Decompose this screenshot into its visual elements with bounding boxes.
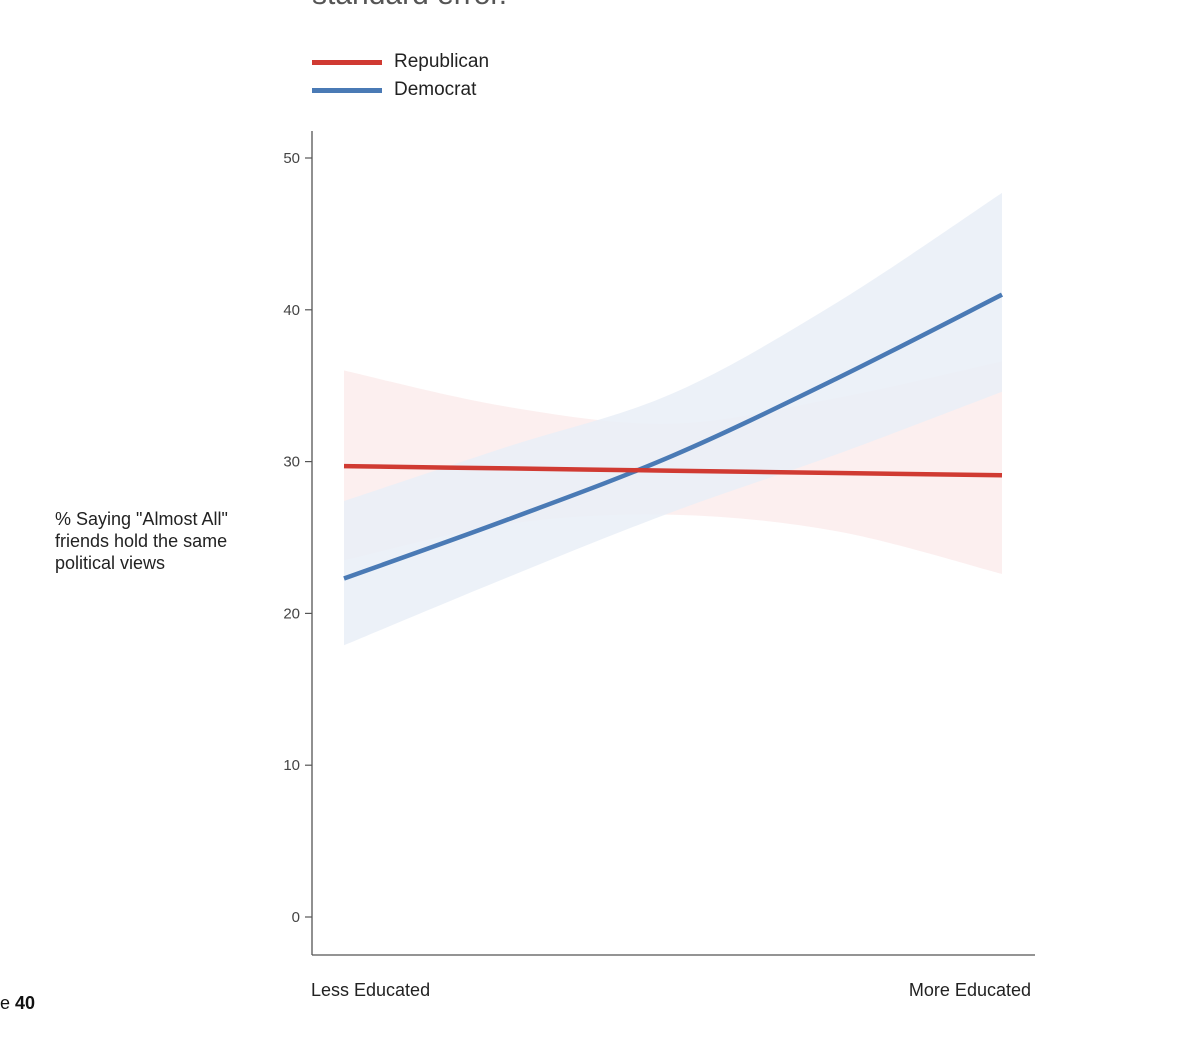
- legend-label-republican: Republican: [394, 51, 490, 72]
- confidence-band-democrat: [344, 192, 1002, 646]
- y-tick-label-50: 50: [283, 150, 300, 167]
- legend-swatch-republican: [312, 60, 382, 65]
- page-number-prefix: e: [0, 993, 11, 1013]
- series-line-republican: [343, 463, 1003, 478]
- x-category-more-educated: More Educated: [908, 980, 1031, 1000]
- legend-swatch-democrat: [312, 88, 382, 93]
- page-number: e 40: [0, 993, 35, 1014]
- cut-off-caption-text: standard error.: [312, 0, 507, 12]
- y-tick-label-10: 10: [283, 757, 300, 774]
- x-category-less-educated: Less Educated: [311, 980, 431, 1000]
- y-tick-label-20: 20: [283, 605, 300, 622]
- y-tick-label-40: 40: [283, 302, 300, 319]
- y-axis-label: % Saying "Almost All" friends hold the s…: [55, 509, 228, 573]
- y-tick-label-0: 0: [292, 909, 300, 926]
- y-tick-label-30: 30: [283, 454, 300, 471]
- series-line-democrat: [343, 292, 1004, 581]
- legend-label-democrat: Democrat: [394, 79, 477, 100]
- page-number-value: 40: [15, 993, 36, 1013]
